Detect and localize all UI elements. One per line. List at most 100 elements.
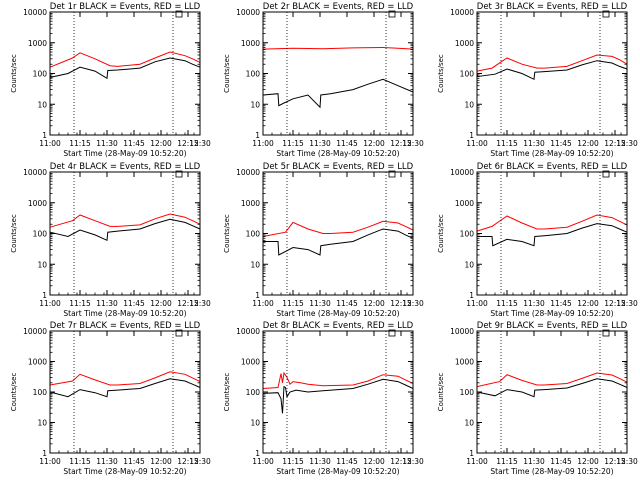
x-tick-label: 12:15 <box>604 299 626 308</box>
x-tick-label: 12:15 <box>390 299 412 308</box>
series-line-lld <box>262 371 414 389</box>
y-tick-label: 1 <box>469 291 474 300</box>
x-tick-label: 12:30 <box>616 139 638 148</box>
x-tick-label: 11:00 <box>466 139 488 148</box>
series-line-events <box>262 78 414 109</box>
x-tick-label: 11:30 <box>309 299 331 308</box>
y-axis-label: Counts/sec <box>223 373 231 412</box>
y-tick-label: 1000 <box>455 358 474 367</box>
y-tick-label: 10 <box>464 260 474 269</box>
marker-box <box>388 10 396 18</box>
x-axis-label: Start Time (28-May-09 10:52:20) <box>276 309 399 318</box>
x-tick-label: 12:15 <box>390 457 412 466</box>
x-tick-label: 11:30 <box>309 457 331 466</box>
chart-title: Det 1r BLACK = Events, RED = LLD <box>50 2 201 12</box>
series-line-lld <box>476 214 628 232</box>
y-tick-label: 100 <box>460 230 475 239</box>
y-tick-label: 1 <box>42 291 47 300</box>
y-tick-label: 10 <box>250 419 260 428</box>
x-axis-label: Start Time (28-May-09 10:52:20) <box>63 149 186 158</box>
plot-frame <box>262 330 414 454</box>
x-tick-label: 11:30 <box>96 299 118 308</box>
x-tick-label: 12:00 <box>363 299 385 308</box>
x-tick-label: 11:15 <box>69 457 91 466</box>
y-tick-label: 1 <box>42 131 47 140</box>
series-line-events <box>476 60 628 81</box>
x-tick-label: 11:00 <box>39 457 61 466</box>
x-axis-label: Start Time (28-May-09 10:52:20) <box>63 309 186 318</box>
x-tick-label: 11:30 <box>523 457 545 466</box>
x-tick-label: 12:30 <box>616 299 638 308</box>
chart-panel: Det 3r BLACK = Events, RED = LLD 1 10 100 10… <box>437 2 638 158</box>
x-tick-label: 12:00 <box>150 457 172 466</box>
x-tick-label: 12:00 <box>577 457 599 466</box>
x-axis-label: Start Time (28-May-09 10:52:20) <box>63 467 186 476</box>
plot-frame <box>49 11 201 136</box>
x-tick-label: 12:00 <box>150 299 172 308</box>
series-line-events <box>262 378 414 414</box>
y-tick-label: 10 <box>464 419 474 428</box>
series-line-events <box>263 228 414 256</box>
y-tick-label: 1000 <box>28 39 47 48</box>
x-tick-label: 11:30 <box>523 139 545 148</box>
y-tick-label: 10000 <box>450 168 474 177</box>
y-tick-label: 100 <box>460 70 475 79</box>
plot-frame <box>476 11 628 136</box>
y-tick-label: 10 <box>37 260 47 269</box>
x-tick-label: 12:15 <box>177 299 199 308</box>
x-tick-label: 11:00 <box>466 299 488 308</box>
y-tick-label: 10000 <box>23 8 47 17</box>
x-tick-label: 12:30 <box>402 139 424 148</box>
y-tick-label: 1 <box>469 131 474 140</box>
x-tick-label: 11:00 <box>39 299 61 308</box>
x-tick-label: 12:30 <box>189 139 211 148</box>
x-tick-label: 12:30 <box>189 457 211 466</box>
x-tick-label: 12:15 <box>177 457 199 466</box>
series-line-lld <box>262 46 414 50</box>
x-tick-label: 12:30 <box>616 457 638 466</box>
chart-panel: Det 7r BLACK = Events, RED = LLD 1 10 100 10… <box>10 321 211 476</box>
chart-title: Det 5r BLACK = Events, RED = LLD <box>263 162 414 172</box>
x-tick-label: 11:15 <box>282 457 304 466</box>
marker-box <box>602 170 610 178</box>
y-tick-label: 100 <box>246 70 261 79</box>
plot-frame <box>476 330 628 454</box>
y-tick-label: 10000 <box>450 8 474 17</box>
x-tick-label: 11:00 <box>252 139 274 148</box>
y-tick-label: 10 <box>37 100 47 109</box>
y-tick-label: 100 <box>246 230 261 239</box>
x-tick-label: 12:00 <box>363 139 385 148</box>
x-tick-label: 11:30 <box>523 299 545 308</box>
x-tick-label: 12:15 <box>604 457 626 466</box>
y-axis-label: Counts/sec <box>437 214 445 253</box>
y-axis-label: Counts/sec <box>437 373 445 412</box>
y-tick-label: 1 <box>255 131 260 140</box>
x-tick-label: 11:15 <box>496 139 518 148</box>
x-tick-label: 11:30 <box>96 139 118 148</box>
y-tick-label: 1 <box>42 449 47 458</box>
y-tick-label: 100 <box>246 388 261 397</box>
chart-title: Det 7r BLACK = Events, RED = LLD <box>50 321 201 331</box>
y-tick-label: 10 <box>37 419 47 428</box>
y-axis-label: Counts/sec <box>223 54 231 93</box>
y-tick-label: 1000 <box>241 39 260 48</box>
x-tick-label: 12:30 <box>402 299 424 308</box>
y-tick-label: 1000 <box>241 199 260 208</box>
x-tick-label: 11:15 <box>496 299 518 308</box>
y-tick-label: 1000 <box>28 358 47 367</box>
chart-title: Det 8r BLACK = Events, RED = LLD <box>263 321 414 331</box>
x-tick-label: 11:15 <box>282 139 304 148</box>
x-tick-label: 11:00 <box>466 457 488 466</box>
series-line-lld <box>262 220 414 237</box>
chart-title: Det 6r BLACK = Events, RED = LLD <box>477 162 628 172</box>
x-tick-label: 11:30 <box>96 457 118 466</box>
x-tick-label: 12:00 <box>577 299 599 308</box>
series-line-events <box>476 378 628 398</box>
y-axis-label: Counts/sec <box>10 373 18 412</box>
y-tick-label: 1 <box>255 449 260 458</box>
y-tick-label: 10 <box>250 100 260 109</box>
series-line-events <box>49 57 201 80</box>
x-tick-label: 12:30 <box>402 457 424 466</box>
marker-box <box>602 329 610 337</box>
chart-title: Det 4r BLACK = Events, RED = LLD <box>50 162 201 172</box>
